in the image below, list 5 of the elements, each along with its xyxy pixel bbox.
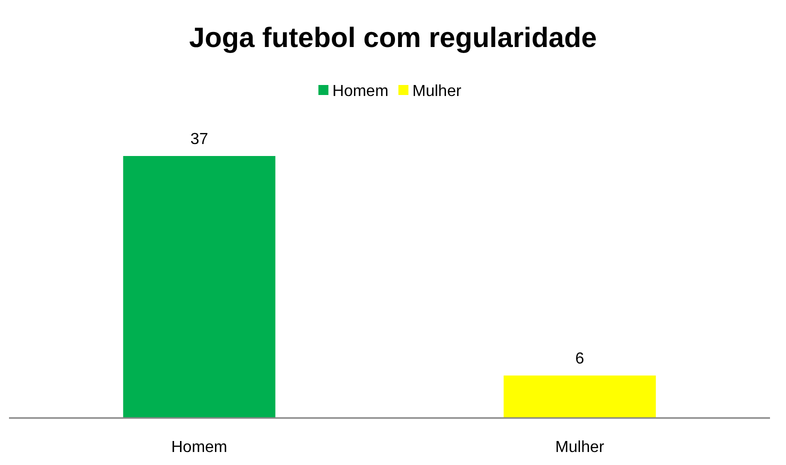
chart-title: Joga futebol com regularidade: [189, 22, 597, 53]
legend-label: Homem: [332, 83, 388, 100]
data-label: 6: [575, 350, 584, 368]
data-label: 37: [190, 131, 208, 148]
legend-label: Mulher: [412, 83, 462, 100]
